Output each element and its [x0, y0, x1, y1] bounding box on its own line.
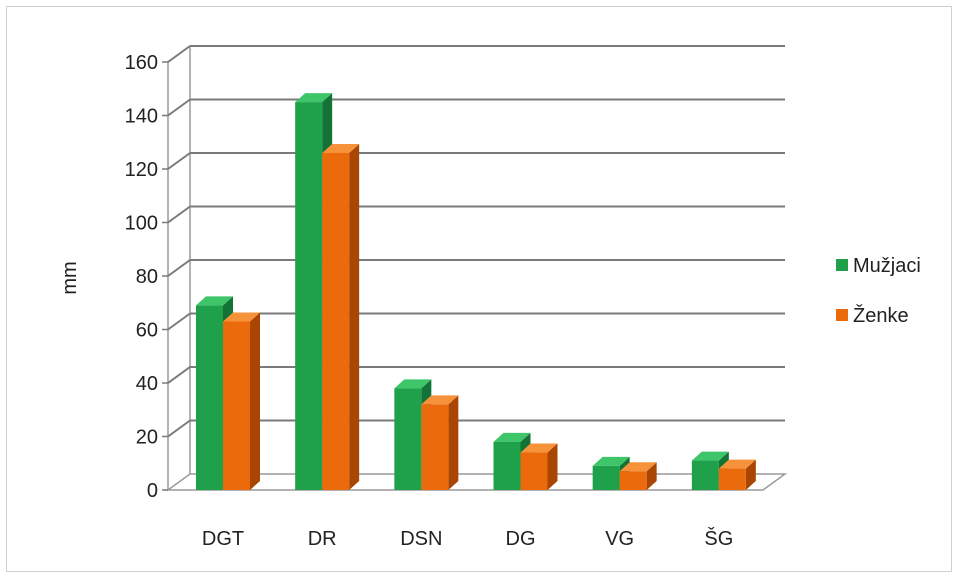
bar: [421, 404, 449, 490]
x-tick-label: DG: [506, 528, 536, 550]
bar-side: [745, 459, 756, 490]
gridline-depth: [167, 152, 191, 170]
legend-label: Mužjaci: [853, 255, 921, 277]
bar: [493, 441, 521, 490]
y-tick-label: 120: [125, 159, 158, 181]
x-axis-ticks: DGT DR DSN DG VG ŠG: [202, 527, 733, 550]
y-tick-label: 80: [136, 266, 158, 288]
x-tick-label: ŠG: [704, 527, 733, 550]
bar-top: [520, 443, 558, 453]
legend-swatch: [836, 309, 848, 321]
legend-swatch: [836, 259, 848, 271]
bar: [295, 102, 323, 490]
bar-top: [295, 93, 333, 103]
bar-side: [646, 462, 657, 490]
bar: [322, 152, 350, 490]
bars: [196, 93, 756, 490]
gridline-depth: [167, 312, 191, 331]
bar-top: [421, 395, 459, 405]
chart-walls: [165, 46, 788, 491]
bar-top: [322, 143, 360, 153]
gridlines: [162, 45, 785, 491]
x-tick-label: DSN: [400, 528, 442, 550]
bar: [691, 460, 719, 490]
bar-side: [349, 143, 360, 490]
legend-label: Ženke: [853, 304, 909, 327]
bar-top: [718, 459, 756, 469]
gridline-depth: [167, 419, 191, 438]
y-tick-label: 40: [136, 373, 158, 395]
bar-top: [691, 451, 729, 461]
bar: [520, 452, 548, 490]
bar: [223, 321, 250, 490]
bar: [196, 305, 223, 490]
y-tick-label: 60: [136, 320, 158, 342]
bar-top: [196, 296, 233, 306]
bar-top: [493, 432, 531, 442]
legend: Mužjaci Ženke: [836, 255, 921, 327]
gridline-depth: [167, 98, 191, 117]
y-axis-title: mm: [59, 261, 81, 294]
y-tick-label: 140: [125, 106, 158, 128]
bar-top: [619, 462, 657, 472]
gridline-depth: [167, 45, 191, 63]
x-tick-label: DGT: [202, 528, 244, 550]
x-tick-label: DR: [308, 528, 337, 550]
y-tick-label: 100: [125, 213, 158, 235]
bar-side: [547, 443, 558, 490]
bar-top: [223, 312, 260, 322]
y-tick-label: 20: [136, 427, 158, 449]
bar: [592, 465, 620, 490]
bar: [619, 471, 647, 490]
bar-side: [448, 395, 459, 490]
y-tick-label: 0: [147, 480, 158, 502]
floor: [165, 473, 788, 491]
bar: [394, 388, 422, 490]
y-tick-label: 160: [125, 52, 158, 74]
gridline-depth: [167, 259, 191, 277]
gridline-depth: [167, 366, 191, 384]
x-tick-label: VG: [605, 528, 634, 550]
y-axis-ticks: 0 20 40 60 80 100 120 140 160: [125, 52, 158, 502]
bar-top: [592, 456, 630, 466]
bar: [718, 468, 746, 490]
bar-top: [394, 379, 432, 389]
bar-side: [250, 312, 260, 490]
gridline-depth: [167, 205, 191, 224]
